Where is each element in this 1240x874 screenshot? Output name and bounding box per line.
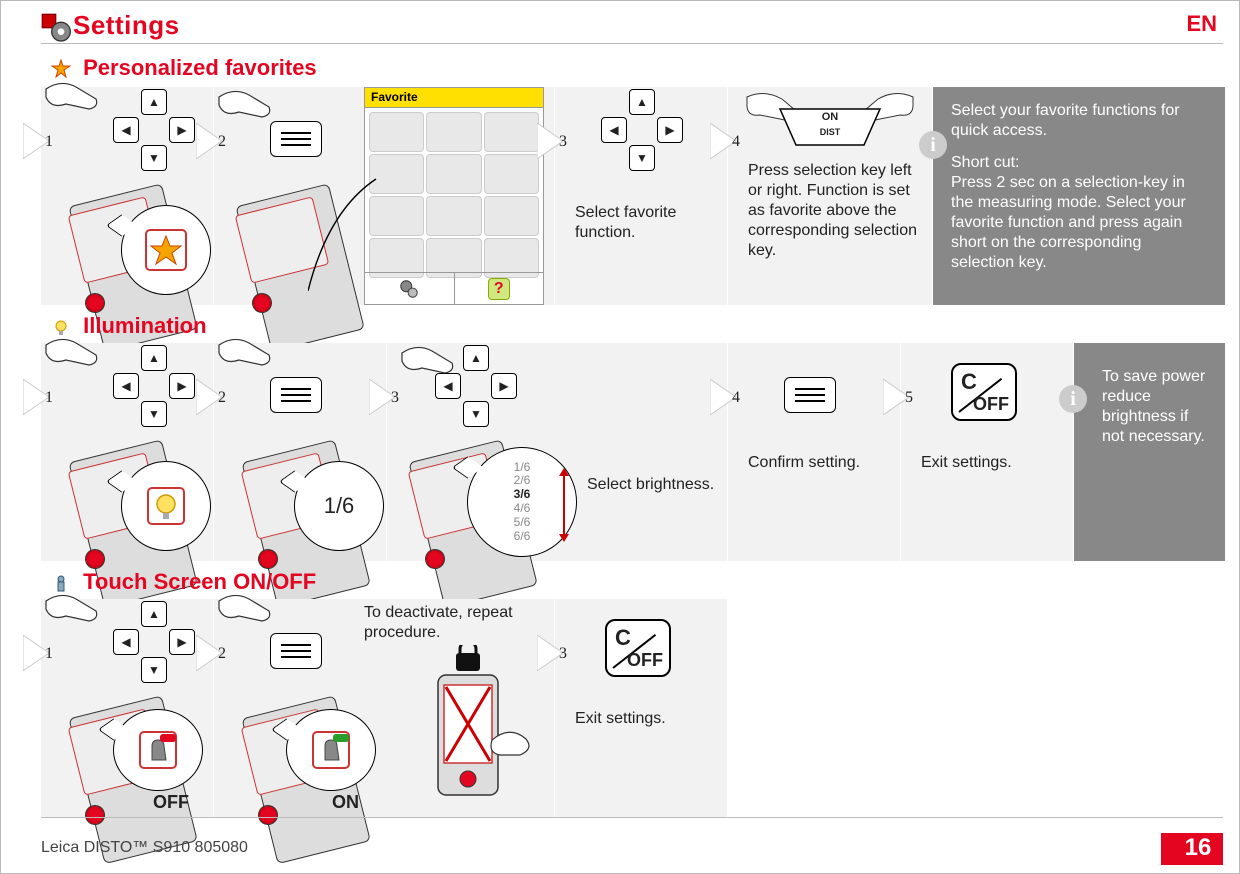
favorites-title-text: Personalized favorites <box>83 55 317 80</box>
favorite-screen: Favorite ? <box>364 87 544 305</box>
fav-step4-panel: 4 ON DIST Press selection key left or ri… <box>728 87 932 305</box>
star-icon <box>51 59 71 79</box>
c-label: C <box>961 369 977 395</box>
illum-step3-panel: 3 ▲ ◀ ▶ ▼ 1/6 2/6 3/6 4/6 5/6 6/6 Select… <box>387 343 727 561</box>
touch-off-bubble <box>113 709 203 791</box>
touch-off-label: OFF <box>153 792 189 813</box>
updown-arrow-icon <box>558 468 570 542</box>
locked-device-illustration <box>400 645 540 813</box>
info-icon: i <box>1059 385 1087 413</box>
step-number: 5 <box>905 389 913 407</box>
off-label: OFF <box>973 394 1009 415</box>
menu-button-icon <box>784 377 836 413</box>
illum-bubble-bulb <box>121 461 211 551</box>
fav-slot <box>426 154 481 194</box>
fav-slot <box>426 196 481 236</box>
hand-icon <box>41 79 111 139</box>
illum-step4-panel: 4 Confirm setting. <box>728 343 900 561</box>
fav-slot <box>426 112 481 152</box>
illum-step2-panel: 2 1/6 <box>214 343 386 561</box>
level: 4/6 <box>514 502 531 516</box>
fav-bubble-star <box>121 205 211 295</box>
hand-icon <box>397 343 467 403</box>
favorites-heading: Personalized favorites <box>51 55 317 81</box>
hand-icon <box>214 591 284 651</box>
touch-on-label: ON <box>332 792 359 813</box>
touch-step3-panel: 3 C OFF Exit settings. <box>555 599 727 817</box>
callout-line <box>308 171 378 291</box>
illum-levels-bubble: 1/6 2/6 3/6 4/6 5/6 6/6 <box>467 447 577 557</box>
touch-step3-text: Exit settings. <box>575 709 717 729</box>
footer-rule <box>41 817 1223 818</box>
settings-page-icon <box>41 13 73 37</box>
hand-icon <box>214 87 284 147</box>
level: 1/6 <box>514 461 531 475</box>
on-label: ON <box>770 111 890 123</box>
touch-icon <box>51 573 71 593</box>
header-rule <box>41 43 1223 44</box>
fav-slot <box>484 196 539 236</box>
illum-info-text: To save power reduce brightness if not n… <box>1102 367 1211 447</box>
hand-icon <box>214 335 284 395</box>
illum-step1-panel: 1 ▲ ◀ ▶ ▼ <box>41 343 213 561</box>
dist-label: DIST <box>770 127 890 137</box>
illum-step5-text: Exit settings. <box>921 453 1063 473</box>
touch-step1-panel: 1 ▲ ◀ ▶ ▼ OFF <box>41 599 213 817</box>
illum-step4-text: Confirm setting. <box>748 453 890 473</box>
page-title: Settings <box>73 10 180 41</box>
fav-slot <box>484 112 539 152</box>
touch-step2-text: To deactivate, repeat procedure. <box>364 603 544 643</box>
illum-info-box: To save power reduce brightness if not n… <box>1074 343 1225 561</box>
fav-info-sub: Press 2 sec on a selection-key in the me… <box>951 173 1207 273</box>
favorite-screen-header: Favorite <box>365 88 543 108</box>
illum-bubble-value: 1/6 <box>294 461 384 551</box>
header-bar: Settings <box>41 11 1223 39</box>
illum-step5-panel: 5 C OFF Exit settings. <box>901 343 1073 561</box>
fav-step2-panel: 2 Favorite ? <box>214 87 554 305</box>
language-badge: EN <box>1186 11 1217 37</box>
step-number: 3 <box>559 133 567 151</box>
on-dist-button-icon: ON DIST <box>770 105 890 149</box>
help-icon: ? <box>488 278 510 300</box>
level: 2/6 <box>514 474 531 488</box>
fav-step3-text: Select favorite function. <box>575 203 717 243</box>
fav-info-subtitle: Short cut: <box>951 153 1207 173</box>
page-footer: Leica DISTO™ S910 805080 16 <box>41 833 1223 863</box>
level-selected: 3/6 <box>514 488 531 502</box>
hand-icon <box>41 335 111 395</box>
hand-icon <box>41 591 111 651</box>
fav-info-main: Select your favorite functions for quick… <box>951 101 1207 141</box>
c-off-button-icon: C OFF <box>951 363 1017 421</box>
fav-step1-panel: 1 ▲ ◀ ▶ ▼ <box>41 87 213 305</box>
fav-slot <box>484 154 539 194</box>
level: 6/6 <box>514 530 531 544</box>
step-number: 3 <box>559 645 567 663</box>
fav-info-box: Select your favorite functions for quick… <box>933 87 1225 305</box>
c-label: C <box>615 625 631 651</box>
c-off-button-icon: C OFF <box>605 619 671 677</box>
footer-model: Leica DISTO™ S910 805080 <box>41 839 248 857</box>
level: 5/6 <box>514 516 531 530</box>
bulb-icon <box>51 317 71 337</box>
fav-step3-panel: 3 ▲ ◀ ▶ ▼ Select favorite function. <box>555 87 727 305</box>
fav-step4-text: Press selection key left or right. Funct… <box>748 161 918 261</box>
info-icon: i <box>919 131 947 159</box>
step-number: 4 <box>732 389 740 407</box>
fav-footer-gear-icon <box>365 273 454 304</box>
illum-step3-text: Select brightness. <box>587 475 719 495</box>
off-label: OFF <box>627 650 663 671</box>
footer-page-number: 16 <box>1173 834 1223 862</box>
touch-on-bubble <box>286 709 376 791</box>
step-number: 4 <box>732 133 740 151</box>
fav-slot <box>369 112 424 152</box>
touch-step2-panel: 2 ON To deactivate, repeat procedure. <box>214 599 554 817</box>
